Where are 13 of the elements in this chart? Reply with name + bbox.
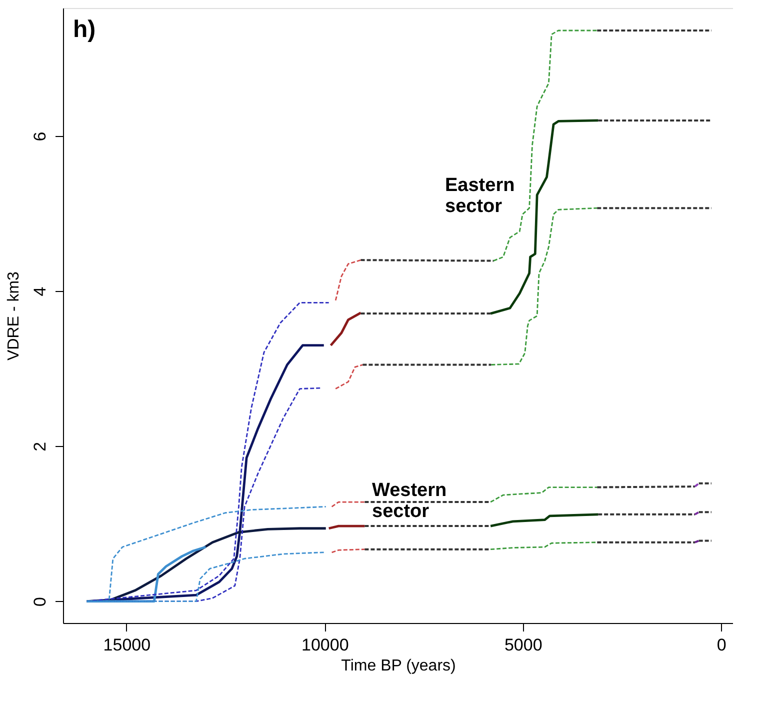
annotation: Western sector xyxy=(372,480,447,522)
x-tick-label: 5000 xyxy=(504,636,542,654)
annotation: h) xyxy=(73,16,96,43)
x-axis-title: Time BP (years) xyxy=(341,658,456,674)
annotation: Eastern sector xyxy=(445,175,515,217)
x-tick-label: 10000 xyxy=(302,636,349,654)
y-axis-title: VDRE - km3 xyxy=(6,271,22,360)
y-tick-label: 2 xyxy=(30,442,50,452)
x-tick-label: 15000 xyxy=(103,636,151,654)
y-tick-label: 4 xyxy=(30,286,50,296)
x-tick-label: 0 xyxy=(716,636,726,654)
y-tick-label: 0 xyxy=(30,597,50,607)
y-tick-label: 6 xyxy=(30,132,50,142)
